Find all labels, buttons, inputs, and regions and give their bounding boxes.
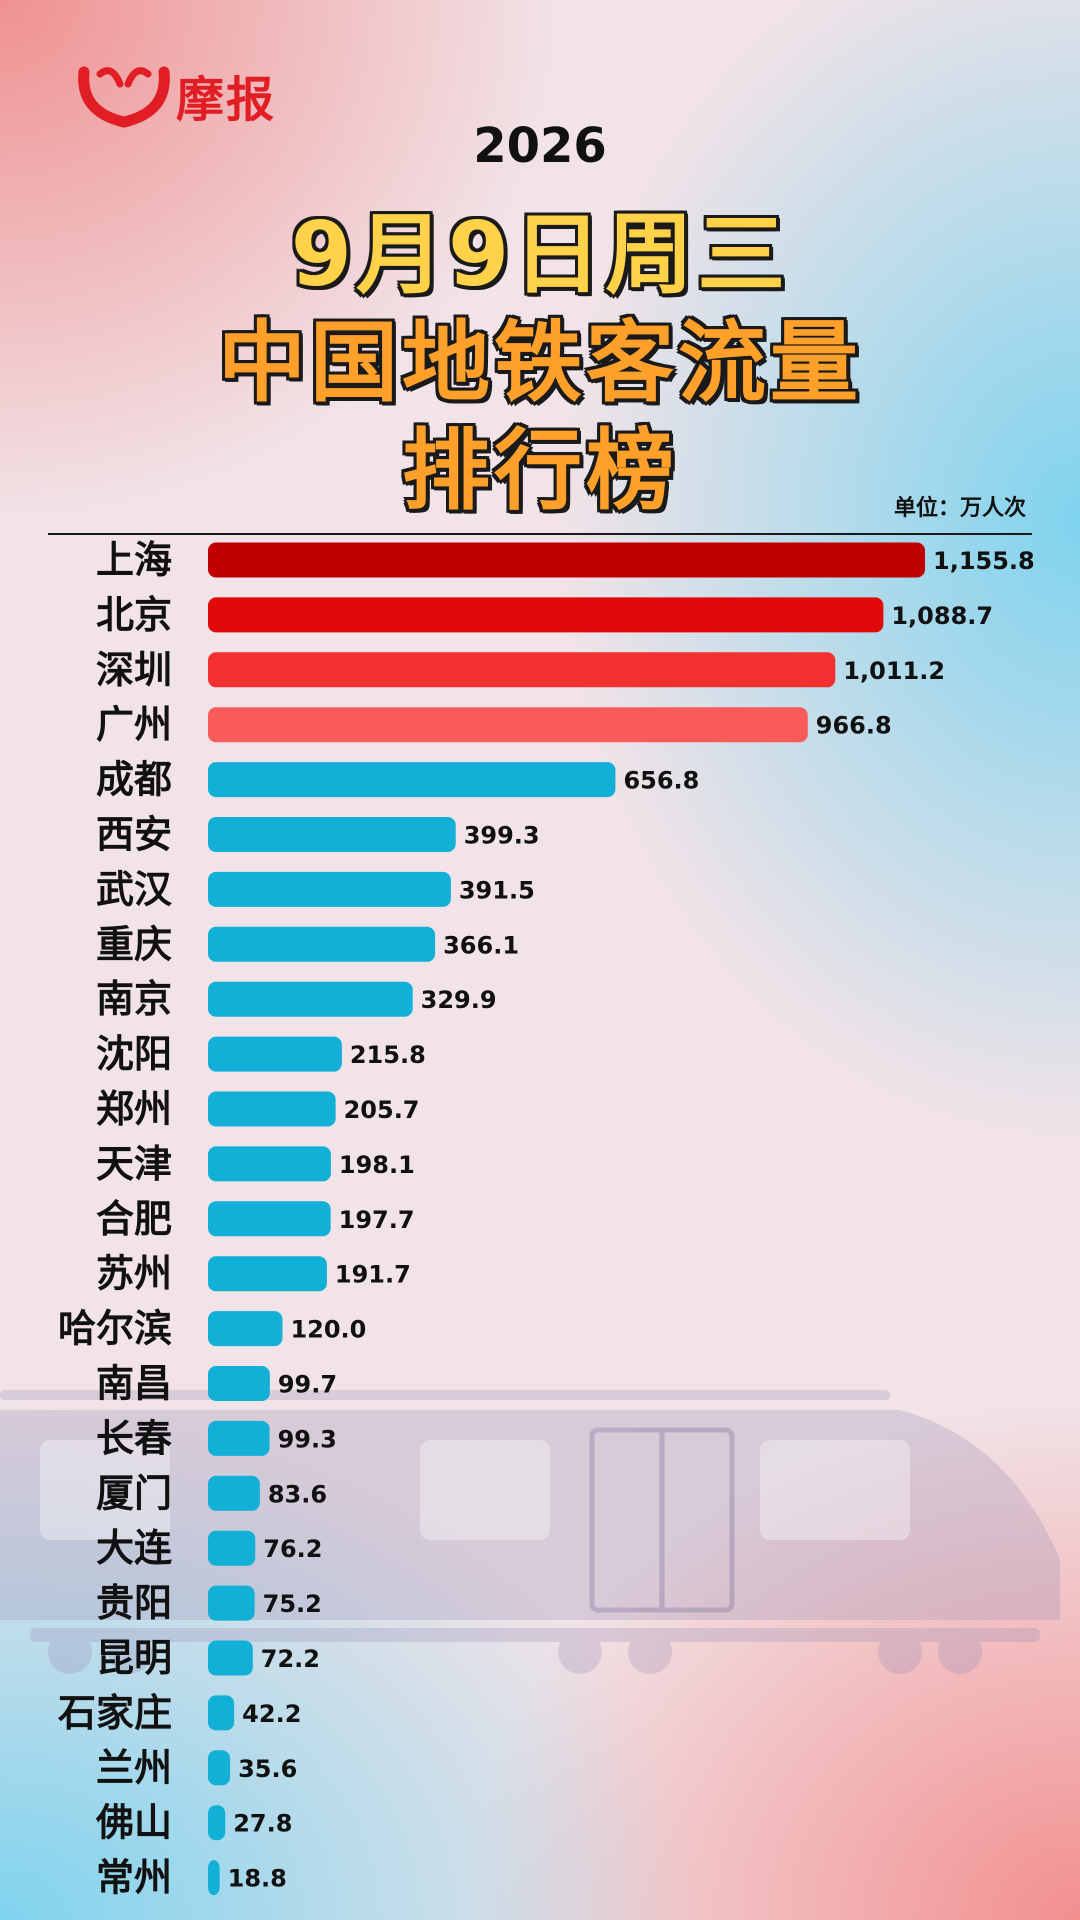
title-year: 2026 [473,118,607,174]
category-label: 贵阳 [96,1581,172,1625]
category-label: 沈阳 [96,1032,172,1076]
value-label: 197.7 [339,1206,415,1234]
category-label: 兰州 [96,1746,172,1790]
value-label: 18.8 [228,1865,287,1893]
category-label: 厦门 [96,1471,172,1515]
value-label: 191.7 [335,1261,411,1289]
bar [208,597,884,633]
bar [208,871,451,907]
category-label: 南京 [96,977,172,1021]
bar [208,1585,255,1621]
value-label: 27.8 [233,1810,292,1838]
value-label: 215.8 [350,1041,426,1069]
category-label: 深圳 [96,648,172,692]
bar [208,1420,270,1456]
bar [208,1146,331,1182]
category-label: 佛山 [95,1801,172,1845]
category-label: 成都 [96,758,172,802]
category-label: 上海 [96,538,172,582]
category-label: 南昌 [96,1362,172,1406]
bar [208,1695,235,1731]
category-label: 常州 [96,1856,172,1900]
category-label: 昆明 [96,1636,172,1680]
bar [208,981,413,1017]
bar [208,1036,342,1072]
unit-label: 单位：万人次 [893,496,1026,521]
value-label: 1,088.7 [891,602,993,630]
value-label: 205.7 [344,1096,420,1124]
value-label: 399.3 [464,822,540,850]
value-label: 366.1 [443,931,519,959]
category-label: 苏州 [96,1252,172,1296]
bar [208,817,456,852]
category-label: 武汉 [96,867,173,911]
bar [208,652,836,688]
bar [208,1530,256,1566]
value-label: 966.8 [816,712,892,740]
value-label: 72.2 [261,1645,320,1673]
bar [208,1640,253,1676]
bar [208,707,808,743]
value-label: 75.2 [263,1590,322,1618]
bar [208,1860,220,1896]
brand-logo: 摩报 [76,60,276,130]
value-label: 1,011.2 [843,657,945,685]
title-main: 中国地铁客流量 [217,311,862,414]
value-label: 76.2 [263,1535,322,1563]
category-label: 郑州 [96,1087,172,1131]
value-label: 83.6 [268,1480,327,1508]
bar [208,1256,327,1292]
title-sub: 排行榜 [401,419,678,522]
bar [208,1366,270,1401]
bar [208,1201,331,1237]
category-label: 长春 [96,1416,172,1460]
category-label: 天津 [96,1142,172,1186]
bar [208,1475,260,1511]
category-label: 石家庄 [58,1691,172,1735]
bar [208,1311,283,1347]
category-label: 合肥 [96,1197,172,1241]
bar [208,1091,336,1127]
category-label: 北京 [96,593,172,637]
value-label: 99.7 [278,1371,337,1399]
value-label: 329.9 [421,986,497,1014]
category-label: 大连 [96,1526,172,1570]
category-label: 西安 [96,813,172,857]
header-divider [48,533,1032,535]
category-label: 重庆 [96,922,172,966]
value-label: 198.1 [339,1151,415,1179]
category-label: 广州 [96,703,172,747]
brand-mark-icon [78,66,170,128]
bar [208,1805,226,1841]
value-label: 656.8 [623,767,699,795]
value-label: 1,155.8 [933,547,1035,575]
bar [208,542,925,578]
brand-name: 摩报 [176,72,277,128]
bar [208,1750,231,1786]
value-label: 99.3 [278,1425,337,1453]
bar [208,926,436,962]
value-label: 42.2 [242,1700,301,1728]
bar [208,762,616,798]
title-date: 9月9日周三 [290,203,790,306]
category-label: 哈尔滨 [58,1307,172,1351]
value-label: 35.6 [238,1755,297,1783]
value-label: 120.0 [290,1316,366,1344]
value-label: 391.5 [459,876,535,904]
